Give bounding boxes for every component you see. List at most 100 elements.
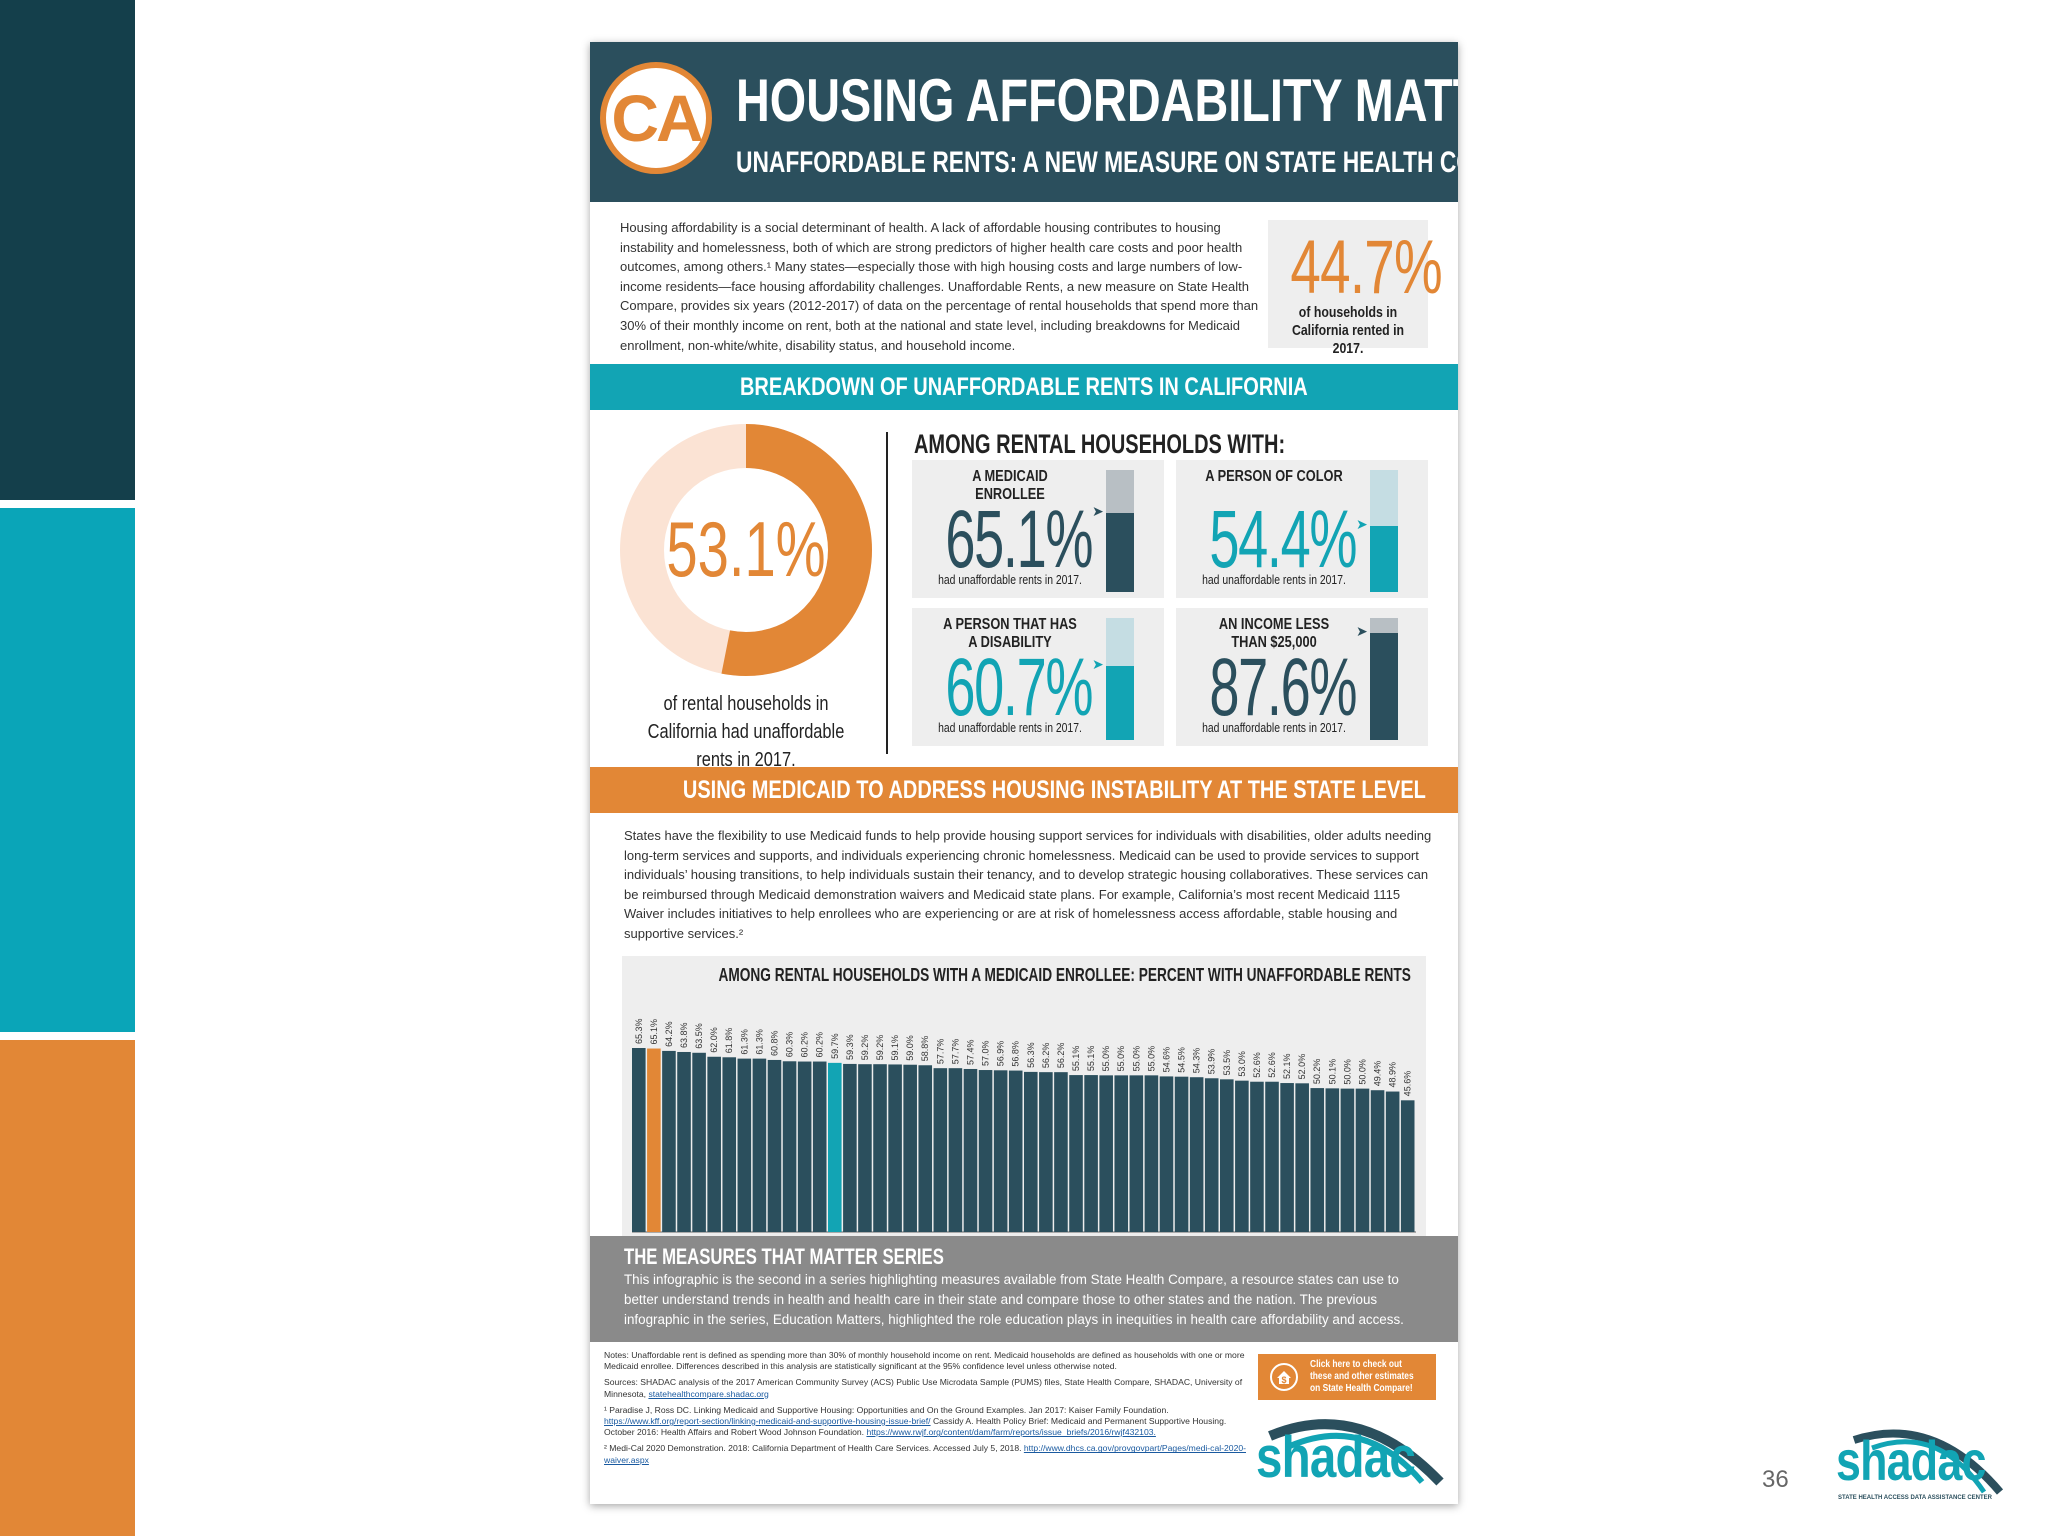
state-badge: CA bbox=[600, 62, 712, 174]
medicaid-paragraph: States have the flexibility to use Medic… bbox=[624, 828, 1432, 941]
ref1-text: ¹ Paradise J, Ross DC. Linking Medicaid … bbox=[604, 1404, 1169, 1415]
meter-fill bbox=[1106, 665, 1134, 740]
slide-number: 36 bbox=[1762, 1466, 1789, 1493]
value-label-ri: 55.0% bbox=[1131, 1046, 1141, 1072]
bar-wy bbox=[1189, 1077, 1204, 1232]
series-section: THE MEASURES THAT MATTER SERIES This inf… bbox=[590, 1236, 1458, 1342]
bar-me bbox=[1114, 1075, 1129, 1232]
value-label-hi: 55.1% bbox=[1086, 1046, 1096, 1072]
bar-ma bbox=[933, 1068, 948, 1232]
card-caption: had unaffordable rents in 2017. bbox=[938, 720, 1082, 735]
bar-nc bbox=[1069, 1075, 1083, 1232]
sources-text: Sources: SHADAC analysis of the 2017 Ame… bbox=[604, 1377, 1243, 1399]
bar-ca bbox=[647, 1048, 661, 1232]
bar-hi bbox=[1084, 1075, 1098, 1232]
bar-ms bbox=[1265, 1081, 1279, 1232]
bar-ia bbox=[1385, 1091, 1400, 1232]
bar-va bbox=[888, 1064, 902, 1232]
footnotes: Notes: Unaffordable rent is defined as s… bbox=[604, 1350, 1252, 1471]
value-label-ct: 61.8% bbox=[724, 1028, 734, 1054]
state-bar-chart: AMONG RENTAL HOUSEHOLDS WITH A MEDICAID … bbox=[622, 956, 1426, 1256]
bar-il bbox=[737, 1058, 752, 1232]
value-label-mi: 60.2% bbox=[815, 1032, 825, 1058]
ref2-link[interactable]: http://www.dhcs.ca.gov/provgovpart/Pages… bbox=[604, 1443, 1246, 1465]
bar-ct bbox=[722, 1057, 737, 1232]
bar-in bbox=[1054, 1072, 1068, 1232]
card-value: 65.1% bbox=[945, 494, 1093, 585]
value-label-de: 56.9% bbox=[996, 1041, 1006, 1067]
value-label-ok: 50.0% bbox=[1357, 1059, 1367, 1085]
donut-label: of rental households in California had u… bbox=[647, 693, 845, 771]
state-health-compare-link[interactable]: $ Click here to check out these and othe… bbox=[1258, 1354, 1436, 1400]
value-label-id: 52.0% bbox=[1297, 1054, 1307, 1080]
value-label-va: 59.1% bbox=[890, 1035, 900, 1061]
value-label-mt: 52.6% bbox=[1252, 1052, 1262, 1078]
card-medicaid-enrollee: A MEDICAID ENROLLEE 65.1% had unaffordab… bbox=[912, 460, 1164, 598]
bar-nv bbox=[692, 1052, 706, 1232]
value-label-mn: 53.9% bbox=[1207, 1049, 1217, 1075]
value-label-nh: 55.0% bbox=[1101, 1046, 1111, 1072]
value-label-vt: 59.2% bbox=[860, 1035, 870, 1061]
card-person-of-color: A PERSON OF COLOR 54.4% had unaffordable… bbox=[1176, 460, 1428, 598]
chart-title: AMONG RENTAL HOUSEHOLDS WITH A MEDICAID … bbox=[718, 965, 1411, 985]
value-label-al: 53.0% bbox=[1237, 1051, 1247, 1077]
renters-stat-box: 44.7% of households in California rented… bbox=[1268, 220, 1443, 357]
card-value: 54.4% bbox=[1209, 494, 1357, 585]
value-label-ar: 50.2% bbox=[1312, 1059, 1322, 1085]
value-label-wv: 52.1% bbox=[1282, 1054, 1292, 1080]
bar-ar bbox=[1310, 1088, 1325, 1232]
bar-mo bbox=[1159, 1076, 1174, 1232]
bar-la bbox=[843, 1063, 857, 1232]
note-ref2: ² Medi-Cal 2020 Demonstration. 2018: Cal… bbox=[604, 1443, 1252, 1465]
value-label-ut: 60.3% bbox=[785, 1032, 795, 1058]
value-label-me: 55.0% bbox=[1116, 1046, 1126, 1072]
renters-stat-value: 44.7% bbox=[1290, 225, 1442, 310]
bar-nj bbox=[662, 1050, 676, 1232]
bar-az bbox=[903, 1064, 917, 1232]
value-label-nd: 49.4% bbox=[1373, 1061, 1383, 1087]
donut-arc bbox=[620, 424, 872, 676]
ref1b-text: Cassidy A. Health Policy Brief: Medicaid… bbox=[604, 1416, 1227, 1438]
bar-wi bbox=[918, 1065, 933, 1232]
value-label-ny: 63.8% bbox=[679, 1022, 689, 1048]
value-label-in: 56.2% bbox=[1056, 1043, 1066, 1069]
bar-oh bbox=[1039, 1072, 1053, 1232]
note-ref1: ¹ Paradise J, Ross DC. Linking Medicaid … bbox=[604, 1405, 1252, 1439]
card-title: A MEDICAID ENROLLEE bbox=[972, 468, 1048, 503]
bar-sd bbox=[1400, 1100, 1415, 1232]
intro-paragraph: Housing affordability is a social determ… bbox=[620, 220, 1259, 353]
bar-vt bbox=[858, 1064, 872, 1232]
ref1-link[interactable]: https://www.kff.org/report-section/linki… bbox=[604, 1416, 931, 1427]
meter-fill bbox=[1106, 512, 1134, 592]
value-label-ca: 65.1% bbox=[649, 1019, 659, 1045]
shadac-logo: shadac bbox=[1250, 1406, 1450, 1490]
arrow-icon: ➤ bbox=[1092, 656, 1104, 673]
card-disability: A PERSON THAT HAS A DISABILITY 60.7% had… bbox=[912, 608, 1164, 746]
value-label-us: 59.7% bbox=[830, 1033, 840, 1059]
value-label-ak: 50.0% bbox=[1342, 1059, 1352, 1085]
arrow-icon: ➤ bbox=[1356, 516, 1368, 533]
value-label-sc: 55.0% bbox=[1146, 1046, 1156, 1072]
value-label-ga: 57.0% bbox=[981, 1041, 991, 1067]
value-label-or: 59.2% bbox=[875, 1035, 885, 1061]
bar-sc bbox=[1144, 1075, 1159, 1232]
sources-link[interactable]: statehealthcompare.shadac.org bbox=[648, 1388, 769, 1399]
bar-id bbox=[1295, 1083, 1309, 1232]
renters-stat-label: of households in California rented in 20… bbox=[1291, 304, 1405, 357]
ref1b-link[interactable]: https://www.rwjf.org/content/dam/farm/re… bbox=[866, 1427, 1156, 1438]
note-sources: Sources: SHADAC analysis of the 2017 Ame… bbox=[604, 1377, 1252, 1399]
svg-text:$: $ bbox=[1281, 1375, 1286, 1385]
bar-ny bbox=[677, 1051, 691, 1232]
value-label-fl: 65.3% bbox=[634, 1018, 644, 1044]
series-title: THE MEASURES THAT MATTER SERIES bbox=[624, 1244, 944, 1269]
value-label-ia: 48.9% bbox=[1388, 1062, 1398, 1088]
bar-tx bbox=[797, 1061, 812, 1232]
donut-chart bbox=[620, 424, 872, 676]
bar-al bbox=[1235, 1080, 1249, 1232]
value-label-dc: 62.0% bbox=[709, 1027, 719, 1053]
bar-ri bbox=[1129, 1075, 1144, 1232]
value-label-pa: 57.7% bbox=[950, 1039, 960, 1065]
logo-arc-icon bbox=[1852, 1429, 2004, 1495]
